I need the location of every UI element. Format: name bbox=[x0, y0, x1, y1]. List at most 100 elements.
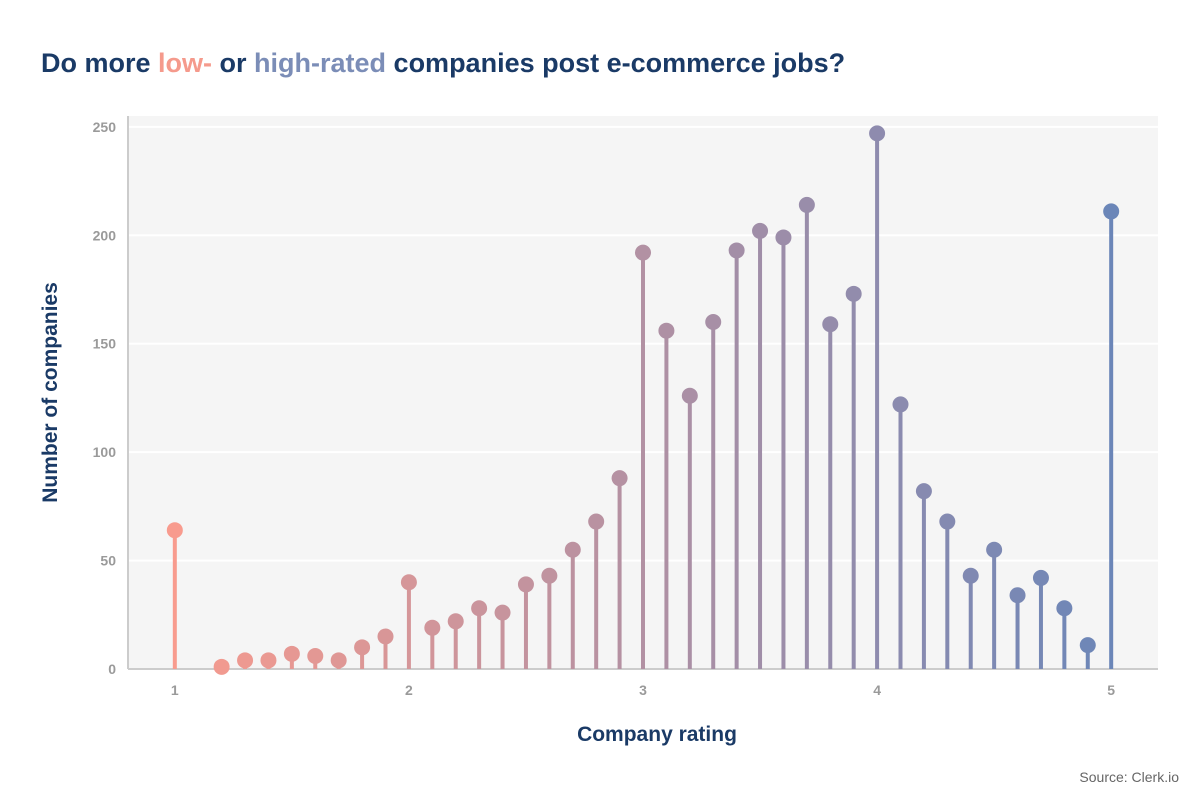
lollipop-point bbox=[892, 396, 909, 669]
lollipop-point bbox=[986, 541, 1003, 669]
y-tick-label: 100 bbox=[93, 444, 117, 460]
y-tick-label: 50 bbox=[100, 553, 116, 569]
lollipop-point bbox=[400, 574, 417, 669]
lollipop-point bbox=[471, 600, 488, 669]
lollipop-dot bbox=[1079, 637, 1096, 654]
title-prefix: Do more bbox=[41, 48, 159, 78]
y-axis-ticks: 0 50 100 150 200 250 bbox=[93, 119, 117, 677]
lollipop-dot bbox=[260, 652, 277, 669]
lollipop-dot bbox=[705, 314, 722, 331]
lollipop-dot bbox=[541, 567, 558, 584]
lollipop-dot bbox=[424, 619, 441, 636]
lollipop-point bbox=[424, 619, 441, 669]
lollipop-dot bbox=[798, 196, 815, 213]
y-tick-label: 150 bbox=[93, 336, 117, 352]
lollipop-dot bbox=[447, 613, 464, 630]
source-note: Source: Clerk.io bbox=[1079, 769, 1179, 785]
lollipop-point bbox=[1056, 600, 1073, 669]
lollipop-point bbox=[237, 652, 254, 669]
lollipop-dot bbox=[752, 222, 769, 239]
lollipop-point bbox=[447, 613, 464, 669]
lollipop-dot bbox=[822, 316, 839, 333]
title-middle: or bbox=[212, 48, 255, 78]
lollipop-dot bbox=[400, 574, 417, 591]
lollipop-point bbox=[377, 628, 394, 669]
lollipop-dot bbox=[377, 628, 394, 645]
lollipop-dot bbox=[728, 242, 745, 259]
lollipop-point bbox=[588, 513, 605, 669]
lollipop-series bbox=[166, 125, 1120, 675]
lollipop-dot bbox=[354, 639, 371, 656]
x-tick-label: 1 bbox=[171, 682, 179, 698]
lollipop-point bbox=[845, 285, 862, 669]
lollipop-dot bbox=[307, 647, 324, 664]
x-tick-label: 4 bbox=[873, 682, 881, 698]
lollipop-point bbox=[564, 541, 581, 669]
lollipop-dot bbox=[517, 576, 534, 593]
x-axis-title: Company rating bbox=[577, 723, 737, 746]
lollipop-point bbox=[541, 567, 558, 669]
y-tick-label: 250 bbox=[93, 119, 117, 135]
lollipop-dot bbox=[775, 229, 792, 246]
lollipop-point bbox=[869, 125, 886, 669]
lollipop-point bbox=[494, 604, 511, 669]
x-tick-label: 5 bbox=[1107, 682, 1115, 698]
lollipop-dot bbox=[564, 541, 581, 558]
y-tick-label: 200 bbox=[93, 227, 117, 243]
lollipop-dot bbox=[869, 125, 886, 142]
title-high-highlight: high-rated bbox=[254, 48, 387, 78]
lollipop-point bbox=[752, 222, 769, 669]
x-tick-label: 3 bbox=[639, 682, 647, 698]
chart-title: Do more low- or high-rated companies pos… bbox=[41, 48, 845, 79]
lollipop-point bbox=[962, 567, 979, 669]
lollipop-point bbox=[166, 522, 183, 669]
lollipop-dot bbox=[1056, 600, 1073, 617]
lollipop-point bbox=[798, 196, 815, 669]
lollipop-point bbox=[915, 483, 932, 669]
lollipop-point bbox=[775, 229, 792, 669]
lollipop-point bbox=[1009, 587, 1026, 669]
lollipop-dot bbox=[611, 470, 628, 487]
lollipop-point bbox=[939, 513, 956, 669]
lollipop-point bbox=[705, 314, 722, 669]
lollipop-point bbox=[517, 576, 534, 669]
x-axis-ticks: 1 2 3 4 5 bbox=[171, 682, 1115, 698]
lollipop-point bbox=[635, 244, 651, 669]
lollipop-dot bbox=[1032, 569, 1049, 586]
lollipop-point bbox=[728, 242, 745, 669]
lollipop-dot bbox=[986, 541, 1003, 558]
lollipop-dot bbox=[658, 322, 675, 339]
lollipop-point bbox=[1032, 569, 1049, 669]
lollipop-point bbox=[681, 387, 698, 669]
lollipop-dot bbox=[915, 483, 932, 500]
lollipop-point bbox=[354, 639, 371, 669]
lollipop-dot bbox=[845, 285, 862, 302]
title-suffix: companies post e-commerce jobs? bbox=[386, 48, 846, 78]
title-low-highlight: low- bbox=[158, 48, 213, 78]
lollipop-dot bbox=[681, 387, 698, 404]
lollipop-point bbox=[213, 658, 230, 675]
lollipop-dot bbox=[237, 652, 254, 669]
lollipop-dot bbox=[939, 513, 956, 530]
lollipop-point bbox=[611, 470, 628, 669]
x-tick-label: 2 bbox=[405, 682, 413, 698]
lollipop-point bbox=[1103, 203, 1120, 669]
lollipop-dot bbox=[1009, 587, 1026, 604]
lollipop-point bbox=[822, 316, 839, 669]
lollipop-point bbox=[260, 652, 277, 669]
lollipop-point bbox=[307, 647, 324, 669]
lollipop-dot bbox=[213, 658, 230, 675]
y-axis-title: Number of companies bbox=[39, 282, 62, 503]
lollipop-dot bbox=[962, 567, 979, 584]
lollipop-dot bbox=[892, 396, 909, 413]
lollipop-dot bbox=[471, 600, 488, 617]
lollipop-dot bbox=[330, 652, 347, 669]
y-tick-label: 0 bbox=[108, 661, 116, 677]
lollipop-dot bbox=[635, 244, 651, 261]
lollipop-dot bbox=[588, 513, 605, 530]
lollipop-dot bbox=[283, 645, 300, 662]
lollipop-point bbox=[1079, 637, 1096, 669]
lollipop-point bbox=[330, 652, 347, 669]
lollipop-dot bbox=[494, 604, 511, 621]
